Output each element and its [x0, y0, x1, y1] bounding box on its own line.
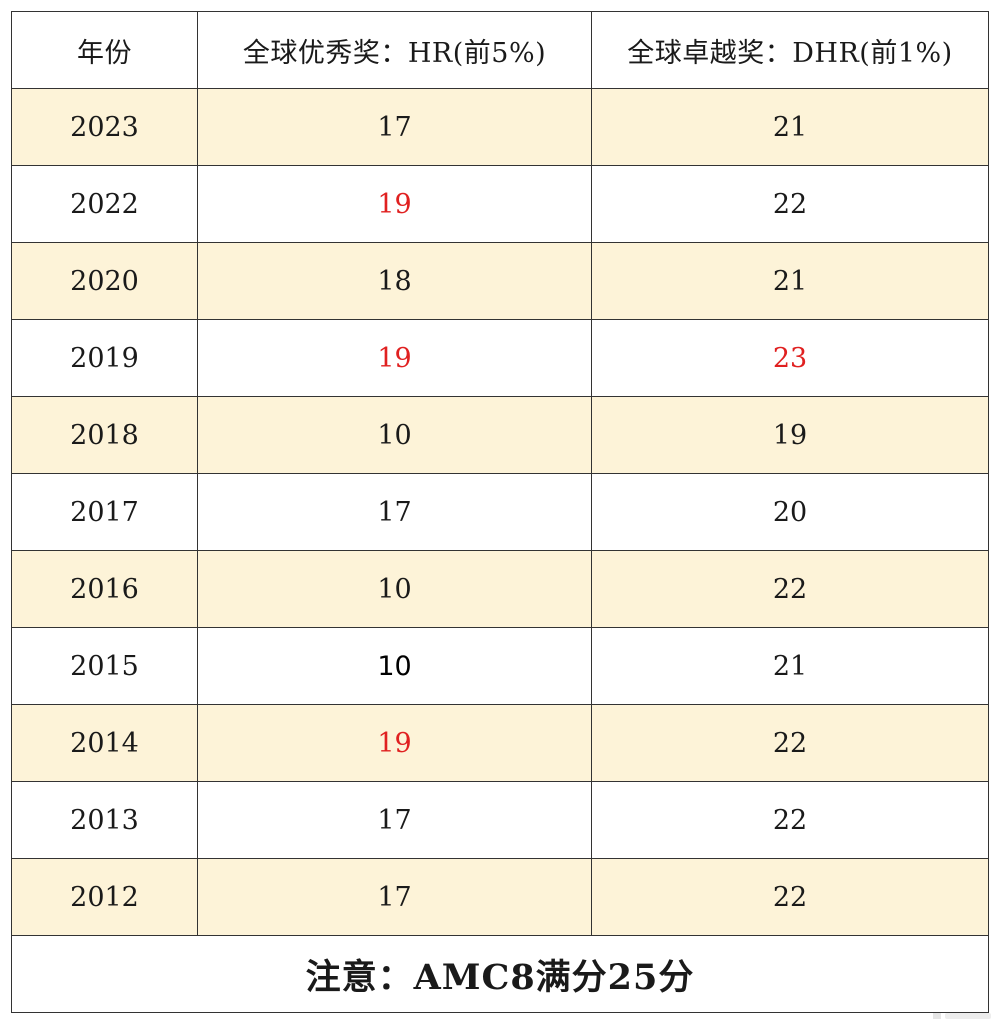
table-row: 2019 19 23 — [11, 319, 989, 397]
table-row: 2018 10 19 — [11, 396, 989, 474]
table-row: 2014 19 22 — [11, 704, 989, 782]
cell-hr: 19 — [197, 165, 592, 243]
header-dhr: 全球卓越奖：DHR(前1%) — [591, 11, 989, 89]
cell-hr: 10 — [197, 550, 592, 628]
table-row: 2013 17 22 — [11, 781, 989, 859]
full-score-note: 注意：AMC8满分25分 — [11, 935, 989, 1013]
table-row: 2022 19 22 — [11, 165, 989, 243]
table-row: 2020 18 21 — [11, 242, 989, 320]
cell-hr: 18 — [197, 242, 592, 320]
table-row: 2017 17 20 — [11, 473, 989, 551]
watermark-logo — [933, 1013, 991, 1019]
cell-year: 2018 — [11, 396, 198, 474]
cell-hr: 19 — [197, 319, 592, 397]
cell-year: 2020 — [11, 242, 198, 320]
cell-hr: 10 — [197, 396, 592, 474]
cell-dhr: 20 — [591, 473, 989, 551]
cell-year: 2017 — [11, 473, 198, 551]
cell-year: 2022 — [11, 165, 198, 243]
header-row: 年份 全球优秀奖：HR(前5%) 全球卓越奖：DHR(前1%) — [11, 11, 989, 89]
cell-hr: 17 — [197, 781, 592, 859]
cell-dhr: 22 — [591, 858, 989, 936]
cell-dhr: 23 — [591, 319, 989, 397]
cell-dhr: 19 — [591, 396, 989, 474]
note-row: 注意：AMC8满分25分 — [11, 935, 989, 1013]
cell-hr: 10 — [197, 627, 592, 705]
amc8-score-table: 年份 全球优秀奖：HR(前5%) 全球卓越奖：DHR(前1%) 2023 17 … — [11, 11, 989, 1013]
table-row: 2015 10 21 — [11, 627, 989, 705]
cell-year: 2013 — [11, 781, 198, 859]
cell-hr: 17 — [197, 858, 592, 936]
cell-dhr: 22 — [591, 781, 989, 859]
cell-dhr: 22 — [591, 165, 989, 243]
table-body: 2023 17 21 2022 19 22 2020 18 21 2019 19… — [11, 88, 989, 1013]
cell-dhr: 21 — [591, 242, 989, 320]
cell-hr: 17 — [197, 473, 592, 551]
cell-dhr: 21 — [591, 627, 989, 705]
cell-year: 2016 — [11, 550, 198, 628]
cell-year: 2014 — [11, 704, 198, 782]
cell-year: 2015 — [11, 627, 198, 705]
cell-year: 2012 — [11, 858, 198, 936]
cell-hr: 17 — [197, 88, 592, 166]
cell-year: 2023 — [11, 88, 198, 166]
cell-dhr: 22 — [591, 704, 989, 782]
cell-dhr: 22 — [591, 550, 989, 628]
header-year: 年份 — [11, 11, 198, 89]
table-row: 2012 17 22 — [11, 858, 989, 936]
table-row: 2016 10 22 — [11, 550, 989, 628]
cell-dhr: 21 — [591, 88, 989, 166]
table-row: 2023 17 21 — [11, 88, 989, 166]
header-hr: 全球优秀奖：HR(前5%) — [197, 11, 592, 89]
cell-hr: 19 — [197, 704, 592, 782]
cell-year: 2019 — [11, 319, 198, 397]
